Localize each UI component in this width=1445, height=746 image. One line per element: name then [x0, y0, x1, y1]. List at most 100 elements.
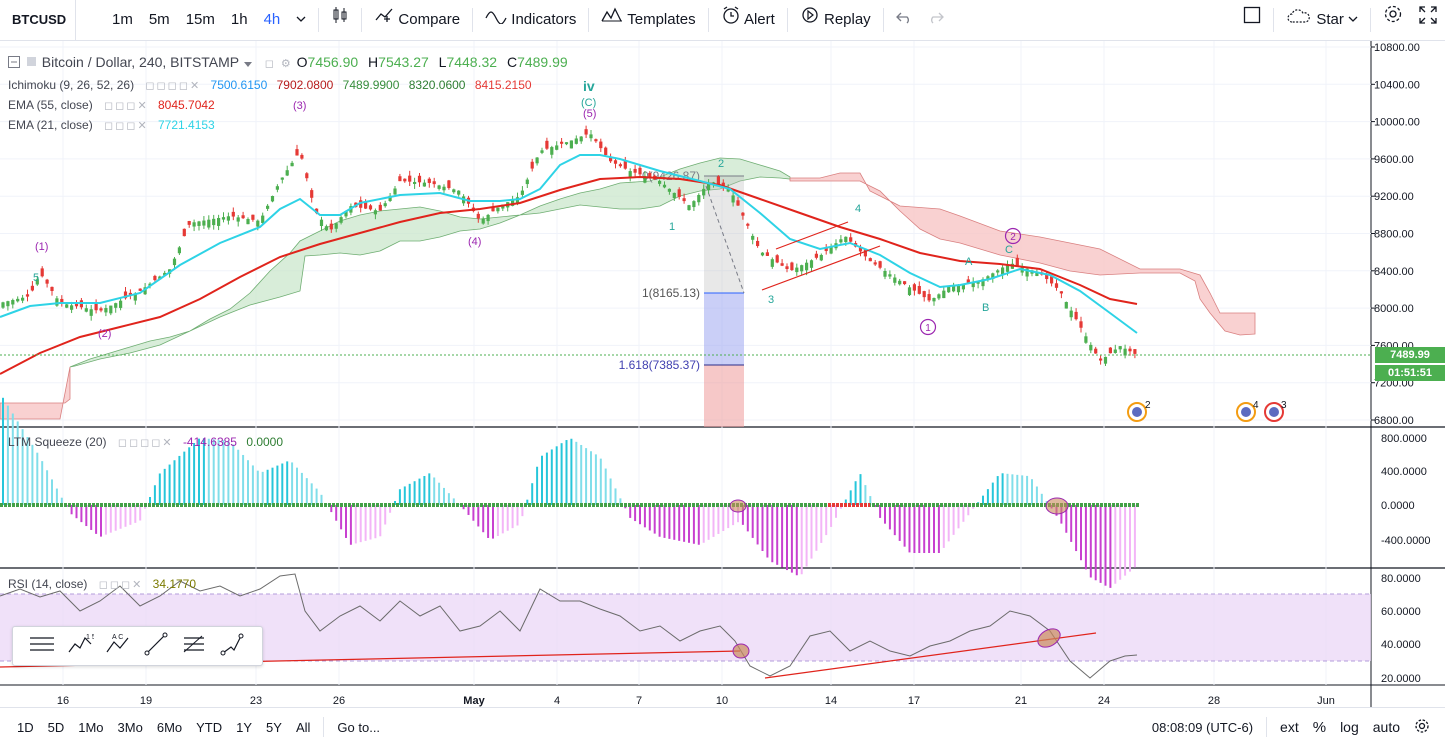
wave-label-w1[interactable]: (1): [35, 241, 48, 253]
legend-controls[interactable]: ◻◻◻✕: [104, 120, 149, 132]
tool-trend-line[interactable]: [137, 627, 175, 665]
wave-label-1[interactable]: 1: [669, 221, 675, 233]
rsi-line[interactable]: [0, 573, 1138, 679]
replay-button[interactable]: Replay: [792, 0, 879, 40]
wave-label-A[interactable]: A: [965, 256, 973, 268]
event-marker-2[interactable]: [1236, 402, 1256, 422]
ema55-name[interactable]: EMA (55, close): [8, 98, 93, 112]
wave-label-w5[interactable]: (5): [583, 108, 596, 120]
goto-button[interactable]: Go to...: [337, 719, 381, 735]
ichimoku-name[interactable]: Ichimoku (9, 26, 52, 26): [8, 78, 135, 92]
fullscreen-layout-button[interactable]: [1235, 0, 1269, 40]
alert-button[interactable]: Alert: [713, 0, 783, 40]
event-marker-1[interactable]: [1127, 402, 1147, 422]
ext-toggle[interactable]: ext: [1280, 719, 1299, 735]
range-1d[interactable]: 1D: [17, 719, 34, 735]
range-3mo[interactable]: 3Mo: [117, 719, 143, 735]
auto-toggle[interactable]: auto: [1372, 719, 1400, 735]
range-5y[interactable]: 5Y: [266, 719, 282, 735]
symbol-description[interactable]: Bitcoin / Dollar, 240, BITSTAMP: [41, 54, 239, 70]
interval-dropdown[interactable]: [288, 0, 314, 40]
interval-5m[interactable]: 5m: [148, 11, 170, 28]
wave-label-iv[interactable]: iv: [583, 78, 595, 94]
candle-body: [863, 248, 867, 257]
fib-zone-red[interactable]: [704, 365, 744, 427]
rsi-highlight-1[interactable]: [732, 643, 750, 659]
candle-body: [432, 181, 436, 185]
wave-label-C[interactable]: C: [1005, 244, 1013, 256]
squeeze-name[interactable]: LTM Squeeze (20): [8, 435, 107, 449]
interval-1h[interactable]: 1h: [230, 11, 248, 28]
legend-controls[interactable]: ◻◻◻◻✕: [145, 80, 202, 92]
candle-body: [667, 188, 671, 192]
squeeze-histogram[interactable]: [2, 397, 1140, 588]
chart-style-button[interactable]: [323, 0, 357, 40]
ema-55-line[interactable]: [0, 175, 1138, 375]
wave-label-w2[interactable]: (2): [98, 328, 111, 340]
wave-label-w3[interactable]: (3): [293, 100, 306, 112]
wave-label-c[interactable]: (C): [581, 97, 596, 109]
candle-body: [780, 263, 784, 266]
undo-button[interactable]: [888, 0, 920, 40]
compare-button[interactable]: Compare: [366, 0, 468, 40]
collapse-icon[interactable]: [8, 55, 20, 71]
wave-circle-1[interactable]: [919, 318, 937, 336]
rsi-highlight-2[interactable]: [1035, 625, 1064, 651]
templates-button[interactable]: Templates: [593, 0, 703, 40]
range-6mo[interactable]: 6Mo: [156, 719, 183, 735]
symbol-search[interactable]: BTCUSD: [0, 0, 76, 40]
chart-area[interactable]: 0(9426.87) 1(8165.13) 1.618(7385.37) (1)…: [0, 41, 1445, 707]
range-5d[interactable]: 5D: [47, 719, 65, 735]
settings-button[interactable]: [1375, 0, 1411, 40]
range-1mo[interactable]: 1Mo: [78, 719, 104, 735]
interval-1m[interactable]: 1m: [112, 11, 133, 28]
tool-elliott-correction[interactable]: A C: [99, 627, 137, 665]
wave-label-3[interactable]: 3: [768, 294, 774, 306]
event-marker-3[interactable]: [1264, 402, 1284, 422]
range-ytd[interactable]: YTD: [196, 719, 223, 735]
ema-21-line[interactable]: [0, 154, 1138, 334]
candlestick-series[interactable]: [1, 125, 1137, 367]
indicators-button[interactable]: Indicators: [477, 0, 584, 40]
star-label: Star: [1316, 11, 1344, 28]
ema21-name[interactable]: EMA (21, close): [8, 118, 93, 132]
channel-line-lower[interactable]: [761, 245, 881, 291]
fib-trend-line[interactable]: [705, 185, 745, 294]
legend-controls[interactable]: ◻◻◻✕: [104, 100, 149, 112]
wave-circle-2[interactable]: [1004, 227, 1022, 245]
squeeze-highlight-1[interactable]: [729, 499, 747, 513]
wave-label-B[interactable]: B: [982, 302, 989, 314]
fullscreen-button[interactable]: [1411, 0, 1445, 40]
interval-4h[interactable]: 4h: [263, 11, 281, 28]
legend-controls[interactable]: ◻ ⚙: [264, 58, 293, 70]
fib-zone-blue[interactable]: [704, 293, 744, 365]
log-toggle[interactable]: log: [1340, 719, 1359, 735]
range-1y[interactable]: 1Y: [236, 719, 253, 735]
star-button[interactable]: Star: [1278, 0, 1366, 40]
range-all[interactable]: All: [295, 719, 311, 735]
chart-canvas[interactable]: 0(9426.87) 1(8165.13) 1.618(7385.37) (1)…: [0, 41, 1445, 707]
squeeze-highlight-2[interactable]: [1045, 497, 1069, 515]
channel-line-upper[interactable]: [775, 221, 849, 250]
wave-label-2[interactable]: 2: [718, 158, 724, 170]
rsi-name[interactable]: RSI (14, close): [8, 577, 88, 591]
tool-path[interactable]: [213, 627, 251, 665]
wave-label-w4[interactable]: (4): [468, 236, 481, 248]
wave-label-4[interactable]: 4: [855, 203, 861, 215]
price-axis[interactable]: 10800.00 10400.00 10000.00 9600.00 9200.00 88…: [1371, 42, 1431, 685]
axis-settings-button[interactable]: [1407, 718, 1437, 737]
percent-toggle[interactable]: %: [1312, 718, 1327, 736]
tool-fib-retracement[interactable]: [175, 627, 213, 665]
legend-controls[interactable]: ◻◻◻◻✕: [117, 437, 174, 449]
fib-zone-grey[interactable]: [704, 176, 744, 293]
legend-controls[interactable]: ◻◻◻✕: [98, 579, 144, 591]
tool-elliott-impulse[interactable]: 1 5: [61, 627, 99, 665]
drag-handle[interactable]: [13, 627, 23, 665]
tool-horizontal-lines[interactable]: [23, 627, 61, 665]
interval-15m[interactable]: 15m: [185, 11, 215, 28]
time-axis[interactable]: 16 19 23 26 May 4 7 10 14 17 21 24 28 Jun: [57, 695, 1335, 707]
redo-button[interactable]: [920, 0, 952, 40]
wave-label-5[interactable]: 5: [33, 272, 39, 284]
caret-down-icon[interactable]: [243, 55, 253, 71]
clock[interactable]: 08:08:09 (UTC-6): [1151, 719, 1254, 735]
